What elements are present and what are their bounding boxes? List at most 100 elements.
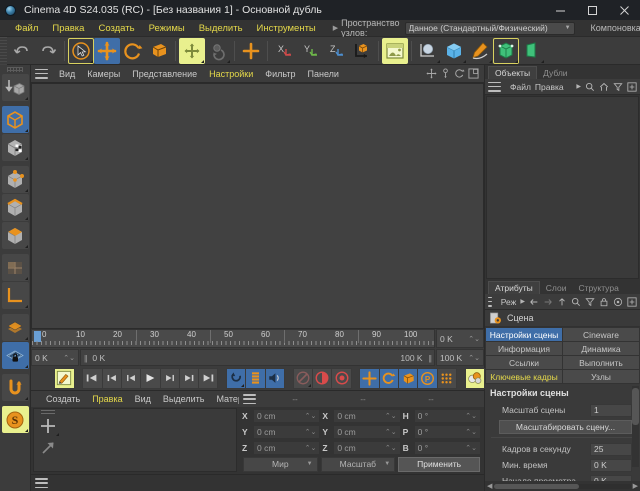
rail-tool-enable-snap[interactable] (1, 314, 29, 341)
attr-button-execute[interactable]: Выполнить (563, 356, 639, 369)
viewport-menu-cameras[interactable]: Камеры (87, 68, 121, 79)
lock-icon[interactable] (599, 297, 609, 307)
viewport-menu-view[interactable]: Вид (59, 68, 76, 79)
menu-file[interactable]: Файл (15, 22, 39, 34)
rail-tool-undo-view[interactable] (1, 374, 29, 401)
scroll-right-icon[interactable]: ▶ (632, 483, 638, 490)
timeline-current-frame-field[interactable]: 0 K ⌃⌄ (436, 329, 484, 348)
attributes-mode-menu[interactable]: Реж (500, 296, 517, 307)
live-selection-button[interactable] (68, 38, 94, 64)
forward-arrow-icon[interactable] (543, 297, 553, 307)
rail-tool-uv-mode[interactable] (1, 254, 29, 281)
scale-scene-button[interactable]: Масштабировать сцену... (499, 420, 632, 434)
generator-button[interactable] (493, 38, 519, 64)
go-to-next-key-button[interactable] (178, 367, 200, 389)
tab-attributes[interactable]: Атрибуты (488, 281, 540, 294)
coord-pos-y-field[interactable]: 0 cm ⌃⌄ (253, 424, 321, 439)
viewport-menu-display[interactable]: Представление (132, 68, 198, 79)
deformer-button[interactable] (519, 38, 545, 64)
record-position-button[interactable] (359, 367, 380, 389)
filter-icon[interactable] (613, 82, 623, 92)
nodespace-select[interactable]: Данное (Стандартный/Физический) ▼ (404, 21, 575, 35)
apply-material-button[interactable] (36, 437, 60, 459)
min-time-field[interactable]: 0 K (590, 458, 632, 472)
tab-layers[interactable]: Слои (545, 283, 567, 293)
attr-button-keyframes[interactable]: Ключевые кадры (486, 370, 562, 383)
spinner-icon[interactable]: ⌃⌄ (468, 354, 480, 362)
autokeying-button[interactable] (312, 367, 333, 389)
rail-tool-lock-workplane[interactable] (1, 342, 29, 369)
lock-x-axis-button[interactable]: X (271, 38, 297, 64)
sound-button[interactable] (264, 367, 286, 389)
viewport-menu-options[interactable]: Настройки (209, 68, 254, 79)
menu-create[interactable]: Создать (98, 22, 135, 34)
add-panel-icon[interactable] (627, 81, 637, 92)
hamburger-icon[interactable] (243, 394, 256, 404)
menu-tools[interactable]: Инструменты (256, 22, 316, 34)
maximize-button[interactable] (576, 0, 608, 20)
scale-tool-button[interactable] (146, 38, 172, 64)
spinner-icon[interactable]: ⌃⌄ (63, 354, 75, 362)
viewport-menu-filter[interactable]: Фильтр (265, 68, 296, 79)
spline-pen-button[interactable] (467, 38, 493, 64)
loop-button[interactable] (226, 367, 247, 389)
rail-tool-edge-mode[interactable] (1, 194, 29, 221)
pan-icon[interactable] (426, 68, 437, 79)
close-button[interactable] (608, 0, 640, 20)
menu-modes[interactable]: Режимы (148, 22, 185, 34)
attr-button-nodes[interactable]: Узлы (563, 370, 639, 383)
add-panel-icon[interactable] (627, 296, 637, 307)
go-to-start-button[interactable] (82, 367, 103, 389)
timeline-ruler[interactable]: 0 10 20 30 40 50 60 70 80 90 (31, 329, 435, 348)
attr-button-info[interactable]: Информация (486, 342, 562, 355)
keyframe-selection-button[interactable] (331, 367, 352, 389)
coord-size-y-field[interactable]: 0 cm ⌃⌄ (333, 424, 401, 439)
up-arrow-icon[interactable] (557, 297, 567, 307)
objects-menu-edit[interactable]: Правка (534, 81, 564, 92)
material-menu-view[interactable]: Вид (134, 394, 151, 404)
menu-edit[interactable]: Правка (52, 22, 85, 34)
render-settings-button[interactable] (415, 38, 441, 64)
preview-start-field[interactable]: 0 K (590, 474, 632, 481)
objects-menu-file[interactable]: Файл (510, 81, 531, 92)
arrow-right-icon[interactable]: ▶ (576, 84, 581, 90)
scene-scale-field[interactable]: 1 (590, 403, 632, 417)
coord-rot-h-field[interactable]: 0 ° ⌃⌄ (413, 408, 481, 423)
coord-size-z-field[interactable]: 0 cm ⌃⌄ (333, 440, 401, 455)
toolbar-grip[interactable] (0, 36, 7, 65)
rail-tool-make-editable[interactable] (1, 74, 29, 101)
record-active-objects-button[interactable] (292, 367, 314, 389)
objects-tree[interactable] (486, 96, 639, 279)
scroll-left-icon[interactable]: ◀ (487, 483, 493, 490)
keyframe-list-button[interactable] (245, 367, 266, 389)
orbit-icon[interactable] (454, 68, 465, 79)
simulation-button[interactable] (464, 367, 485, 389)
move-tool-button[interactable] (94, 37, 120, 64)
hamburger-icon[interactable] (35, 68, 48, 79)
hamburger-icon[interactable] (35, 478, 48, 488)
viewport-canvas[interactable] (31, 83, 484, 329)
timeline-range-end-field[interactable]: 100 K ⌃⌄ (436, 349, 484, 366)
timeline-range-slider[interactable]: || 0 K 100 K || (80, 349, 435, 366)
search-icon[interactable] (585, 82, 595, 92)
coord-system-select[interactable]: Мир ▼ (243, 456, 318, 472)
target-icon[interactable] (613, 297, 623, 307)
hamburger-icon[interactable] (488, 81, 501, 92)
step-back-button[interactable] (120, 367, 142, 389)
menu-select[interactable]: Выделить (198, 22, 243, 34)
attributes-scene-row[interactable]: Сцена (485, 310, 640, 327)
rail-tool-polygon-mode[interactable] (1, 222, 29, 249)
material-menu-create[interactable]: Создать (46, 394, 81, 404)
rotate-tool-button[interactable] (120, 38, 146, 64)
dolly-icon[interactable] (440, 68, 451, 79)
timeline-range-start-field[interactable]: 0 K ⌃⌄ (31, 349, 79, 366)
range-right-grip[interactable]: || (428, 352, 433, 363)
undo-button[interactable] (9, 38, 35, 64)
material-menu-material[interactable]: Материал (216, 394, 259, 404)
attr-button-links[interactable]: Ссылки (486, 356, 562, 369)
primitive-cube-button[interactable] (441, 38, 467, 64)
coord-pos-z-field[interactable]: 0 cm ⌃⌄ (253, 440, 321, 455)
rail-tool-point-mode[interactable] (1, 166, 29, 193)
coord-mode-select[interactable]: Масштаб ▼ (320, 456, 396, 472)
coord-rot-b-field[interactable]: 0 ° ⌃⌄ (413, 440, 481, 455)
